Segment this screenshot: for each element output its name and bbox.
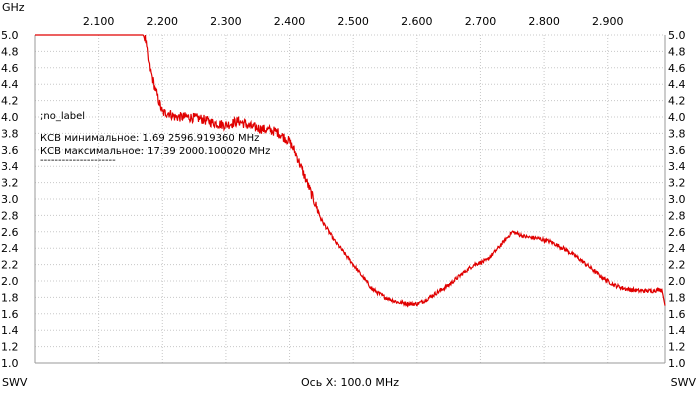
y-tick-label-left: 2.0	[1, 275, 19, 288]
y-tick-label-left: 4.6	[1, 62, 19, 75]
y-tick-label-left: 1.4	[1, 324, 19, 337]
y-tick-label-left: 5.0	[1, 29, 19, 42]
vertical-gridlines	[98, 35, 609, 363]
y-tick-label-left: 2.8	[1, 209, 19, 222]
y-tick-label-right: 3.4	[668, 160, 686, 173]
y-tick-label-left: 4.0	[1, 111, 19, 124]
y-tick-label-left: 1.8	[1, 291, 19, 304]
x-tick-label: 2.800	[528, 15, 560, 28]
y-tick-label-left: 2.6	[1, 226, 19, 239]
y-tick-label-left: 4.2	[1, 95, 19, 108]
annotation-swr-max: КСВ максимальное: 17.39 2000.100020 MHz	[40, 146, 271, 157]
y-tick-label-right: 1.6	[668, 308, 686, 321]
plot-frame	[34, 35, 666, 364]
x-tick-label: 2.100	[83, 15, 115, 28]
y-axis-label-left: SWV	[2, 376, 28, 389]
annotation-block: ;no_label КСВ минимальное: 1.69 2596.919…	[40, 110, 270, 167]
y-tick-label-right: 5.0	[668, 29, 686, 42]
x-tick-label: 2.500	[337, 15, 369, 28]
y-tick-label-right: 4.4	[668, 78, 686, 91]
series-layer	[35, 34, 666, 308]
x-tick-label: 2.600	[401, 15, 433, 28]
x-unit-label: GHz	[2, 1, 25, 14]
y-tick-label-left: 1.6	[1, 308, 19, 321]
y-tick-label-right: 3.2	[668, 177, 686, 190]
annotation-separator: ---------------------	[40, 155, 116, 166]
y-tick-label-left: 4.4	[1, 78, 19, 91]
y-tick-label-left: 3.2	[1, 177, 19, 190]
annotation-swr-min: КСВ минимальное: 1.69 2596.919360 MHz	[40, 133, 260, 144]
y-tick-label-right: 3.6	[668, 144, 686, 157]
y-tick-label-left: 1.0	[1, 357, 19, 370]
y-tick-label-right: 4.0	[668, 111, 686, 124]
y-tick-label-right: 1.0	[668, 357, 686, 370]
y-tick-label-right: 3.8	[668, 127, 686, 140]
y-tick-label-right: 2.8	[668, 209, 686, 222]
x-tick-label: 2.400	[274, 15, 306, 28]
y-tick-label-right: 2.0	[668, 275, 686, 288]
y-tick-label-left: 2.2	[1, 259, 19, 272]
y-tick-label-left: 3.4	[1, 160, 19, 173]
x-tick-labels: 2.100 2.200 2.300 2.400 2.500 2.600 2.700 2.800…	[83, 15, 624, 28]
horizontal-gridlines	[35, 34, 665, 364]
y-tick-label-right: 1.8	[668, 291, 686, 304]
y-tick-label-right: 1.4	[668, 324, 686, 337]
y-tick-label-left: 3.8	[1, 127, 19, 140]
annotation-no-label: ;no_label	[40, 111, 86, 122]
x-tick-label: 2.200	[147, 15, 179, 28]
y-tick-label-right: 2.6	[668, 226, 686, 239]
y-tick-labels-left: 5.0 4.8 4.6 4.4 4.2 4.0 3.8 3.6 3.4 3.2 3.0 2.8 2.6 2…	[1, 29, 19, 370]
y-tick-label-left: 1.2	[1, 341, 19, 354]
y-tick-label-left: 3.6	[1, 144, 19, 157]
y-axis-label-right: SWV	[670, 376, 696, 389]
y-tick-labels-right: 5.0 4.8 4.6 4.4 4.2 4.0 3.8 3.6 3.4 3.2 3.0 2.8 2.6 2…	[668, 29, 686, 370]
y-tick-label-left: 3.0	[1, 193, 19, 206]
y-tick-label-right: 2.2	[668, 259, 686, 272]
y-tick-label-right: 4.6	[668, 62, 686, 75]
swr-trace	[35, 34, 666, 308]
x-tick-label: 2.300	[210, 15, 242, 28]
y-tick-label-right: 4.2	[668, 95, 686, 108]
y-tick-label-left: 4.8	[1, 45, 19, 58]
y-tick-label-right: 1.2	[668, 341, 686, 354]
y-tick-label-right: 2.4	[668, 242, 686, 255]
y-tick-label-right: 3.0	[668, 193, 686, 206]
y-tick-label-right: 4.8	[668, 45, 686, 58]
x-tick-label: 2.900	[592, 15, 624, 28]
x-tick-label: 2.700	[465, 15, 497, 28]
y-tick-label-left: 2.4	[1, 242, 19, 255]
x-axis-title: Ось X: 100.0 MHz	[301, 376, 399, 389]
